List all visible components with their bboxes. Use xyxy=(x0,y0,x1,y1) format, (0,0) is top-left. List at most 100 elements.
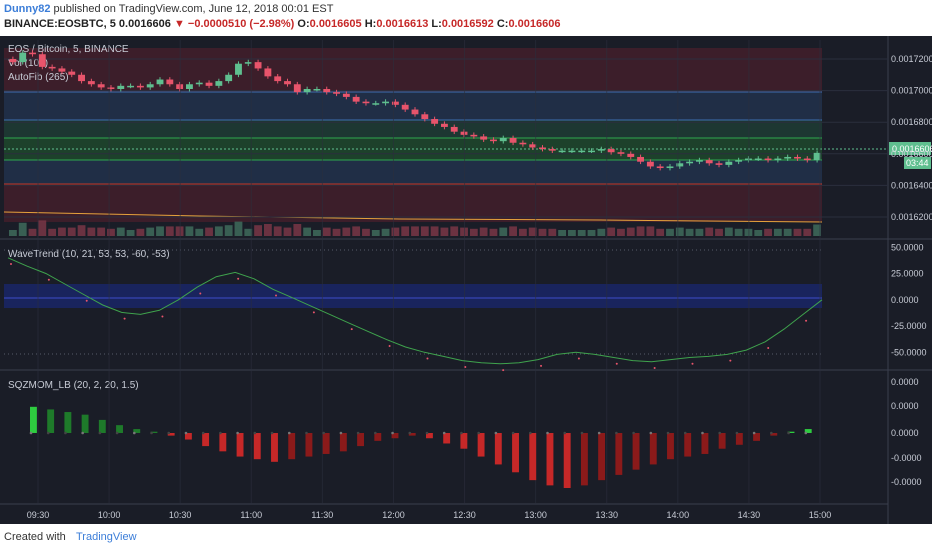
candle-body xyxy=(676,163,684,167)
price-tick-label: 0.0017200 xyxy=(891,54,932,64)
sqz-dot xyxy=(322,431,325,435)
sqz-bar xyxy=(580,433,588,486)
sqz-bar xyxy=(374,433,382,441)
sqz-dot xyxy=(460,431,463,435)
sqz-bar xyxy=(98,419,106,433)
sqz-bar xyxy=(684,433,692,457)
candle-body xyxy=(715,163,723,165)
volume-bar xyxy=(371,230,380,236)
wt-signal-dot xyxy=(540,364,543,367)
sqz-dot xyxy=(787,431,790,435)
candle-body xyxy=(794,156,801,159)
volume-bar xyxy=(548,228,557,236)
volume-bar xyxy=(715,228,723,236)
time-tick-label: 15:00 xyxy=(809,510,832,520)
sqz-dot xyxy=(391,431,394,435)
high-value: 0.0016613 xyxy=(376,18,429,30)
sqz-dot xyxy=(287,431,291,435)
author-link[interactable]: Dunny82 xyxy=(4,3,51,15)
candle-body xyxy=(78,74,85,82)
volume-bar xyxy=(97,227,106,236)
candle-body xyxy=(284,81,291,85)
candle-body xyxy=(186,84,193,89)
volume-bar xyxy=(656,228,665,236)
candle-body xyxy=(195,82,203,85)
chart-area[interactable]: EOS / Bitcoin, 5, BINANCE Vol (100) Auto… xyxy=(0,36,932,524)
sqz-dot xyxy=(632,431,635,435)
candle-body xyxy=(166,79,174,85)
sqz-bar xyxy=(391,433,399,439)
wt-signal-dot xyxy=(691,362,694,365)
volume-bar xyxy=(430,226,439,236)
sqz-dot xyxy=(563,431,567,435)
sqz-dot xyxy=(666,431,670,435)
wt-signal-dot xyxy=(123,317,126,320)
candle-body xyxy=(342,93,350,97)
sqz-bar xyxy=(133,429,141,433)
sqz-dot xyxy=(494,431,498,435)
time-badge-bg xyxy=(904,157,931,169)
fib-zone-3 xyxy=(4,120,822,138)
sqz-tick-label: 0.0000 xyxy=(891,401,919,411)
candle-body xyxy=(735,160,743,162)
wt-signal-dot xyxy=(767,347,770,350)
time-tick-label: 13:00 xyxy=(524,510,547,520)
candle-body xyxy=(568,150,576,153)
candle-body xyxy=(58,68,66,72)
candle-body xyxy=(352,96,360,102)
wt-signal-dot xyxy=(653,367,656,369)
volume-bar xyxy=(479,227,488,236)
volume-bar xyxy=(675,227,684,236)
candle-body xyxy=(244,62,252,64)
sqz-dot xyxy=(29,431,33,435)
sqz-bar xyxy=(322,433,330,454)
wt-signal-dot xyxy=(426,357,429,360)
sqz-dot xyxy=(219,431,222,435)
sqz-bar xyxy=(701,433,709,454)
chart-header: Dunny82 published on TradingView.com, Ju… xyxy=(0,0,932,36)
price-tick-label: 0.0016200 xyxy=(891,212,932,222)
fib-zone-5 xyxy=(4,160,822,184)
volume-bar xyxy=(469,228,478,236)
volume-bar xyxy=(617,228,625,236)
sqz-bar xyxy=(804,429,812,433)
sqz-dot xyxy=(167,431,171,435)
sqz-dot xyxy=(649,431,653,435)
wt-tick-label: -50.0000 xyxy=(891,347,927,357)
volume-bar xyxy=(87,227,96,236)
sqz-bar xyxy=(426,433,433,439)
volume-ma-line xyxy=(3,211,823,223)
wt-line xyxy=(7,257,823,365)
sqz-bar xyxy=(47,409,55,433)
volume-bar xyxy=(107,228,115,236)
chart-svg[interactable]: EOS / Bitcoin, 5, BINANCE Vol (100) Auto… xyxy=(0,36,932,524)
wt-signal-dot xyxy=(729,359,732,362)
candle-body xyxy=(274,76,282,82)
candle-body xyxy=(509,138,517,143)
sqz-bar xyxy=(770,433,778,436)
sqz-dot xyxy=(442,431,446,435)
sqz-dot xyxy=(64,431,67,435)
volume-bar xyxy=(754,230,763,236)
candle-body xyxy=(87,81,95,85)
volume-bar xyxy=(813,224,821,236)
candle-body xyxy=(19,52,27,63)
volume-bar xyxy=(773,228,782,236)
volume-bar xyxy=(803,228,812,236)
time-tick-label: 13:30 xyxy=(595,510,618,520)
volume-bar xyxy=(666,228,674,236)
volume-bar xyxy=(273,226,282,236)
candle-body xyxy=(411,109,419,115)
sqz-dot xyxy=(374,431,377,435)
volume-bar xyxy=(411,226,419,236)
symbol-line: BINANCE:EOSBTC, 5 0.0016606 ▼ −0.0000510… xyxy=(4,18,560,30)
volume-bar xyxy=(293,224,302,236)
candle-body xyxy=(597,149,605,151)
volume-bar xyxy=(450,226,459,236)
volume-bar xyxy=(322,227,331,236)
sqz-bar xyxy=(477,433,485,457)
tradingview-logo-link[interactable]: TradingView xyxy=(76,531,137,543)
down-arrow-icon: ▼ xyxy=(173,18,185,30)
candle-body xyxy=(313,89,321,91)
sqz-bar xyxy=(718,433,726,449)
